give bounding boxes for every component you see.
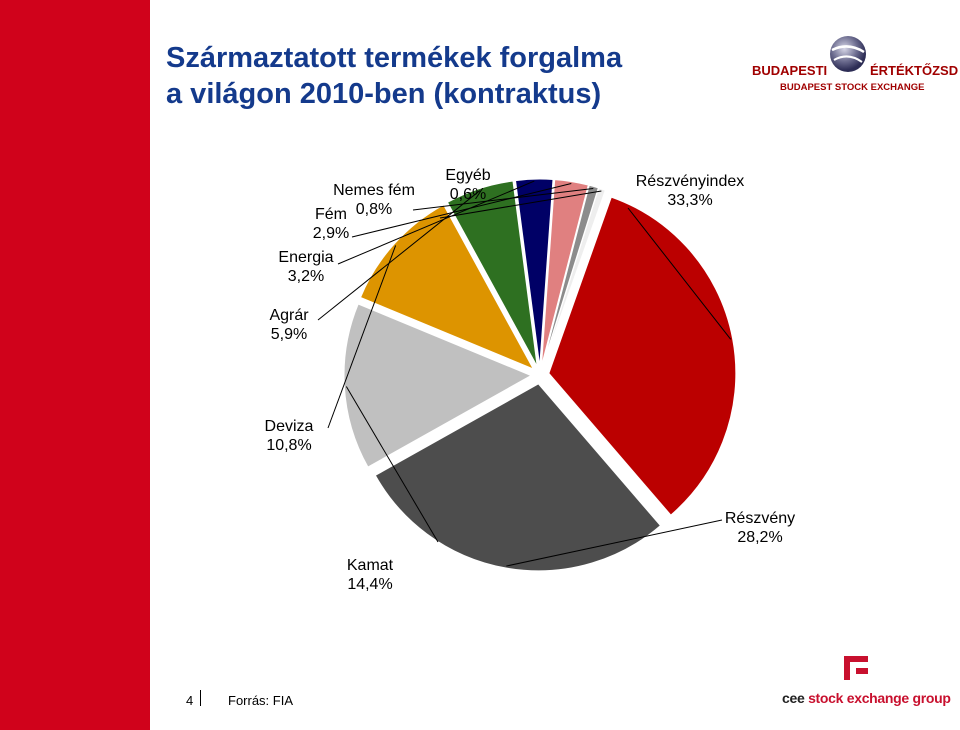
bse-logo: BUDAPESTI ÉRTÉKTŐZSDE BUDAPEST STOCK EXC… xyxy=(752,36,958,93)
leader-lines xyxy=(317,180,732,567)
pie-slice-1 xyxy=(548,196,737,516)
slice-label-1: Részvényindex xyxy=(636,173,745,190)
source-note: Forrás: FIA xyxy=(228,693,294,708)
globe-icon xyxy=(830,36,866,72)
slice-label-8: Nemes fém xyxy=(333,182,415,199)
slice-value-6: 3,2% xyxy=(288,268,324,285)
cee-logo-text: cee stock exchange group xyxy=(782,690,951,706)
cee-logo-icon xyxy=(844,656,868,680)
leader-line-1 xyxy=(627,207,732,340)
slice-value-7: 2,9% xyxy=(313,225,349,242)
slice-label-7: Fém xyxy=(315,206,347,223)
slice-label-4: Deviza xyxy=(265,418,314,435)
pie-slice-5 xyxy=(446,180,538,367)
bse-right-text: ÉRTÉKTŐZSDE xyxy=(870,63,958,78)
page-title: Származtatott termékek forgalma a világo… xyxy=(166,40,726,112)
slice-label-5: Agrár xyxy=(269,307,309,324)
leader-line-4 xyxy=(327,245,397,429)
cee-text-part2: stock exchange group xyxy=(808,690,951,706)
sidebar-accent xyxy=(0,0,150,730)
pie-slice-9 xyxy=(542,187,606,367)
slice-value-2: 28,2% xyxy=(737,529,782,546)
page-number: 4 xyxy=(186,693,194,708)
title-line-2: a világon 2010-ben (kontraktus) xyxy=(166,78,602,110)
slice-label-6: Energia xyxy=(278,249,333,266)
slice-label-3: Kamat xyxy=(347,557,394,574)
leader-line-9 xyxy=(439,190,602,219)
bse-sub-text: BUDAPEST STOCK EXCHANGE xyxy=(780,82,924,93)
leader-line-6 xyxy=(337,180,535,265)
cee-text-part1: cee xyxy=(782,690,809,706)
slice-value-3: 14,4% xyxy=(347,576,392,593)
pie-slice-3 xyxy=(343,303,533,468)
slice-value-8: 0,8% xyxy=(356,201,392,218)
slice-value-9: 0,6% xyxy=(450,186,486,203)
slice-label-2: Részvény xyxy=(725,510,795,527)
slice-value-4: 10,8% xyxy=(266,437,311,454)
pie-slices xyxy=(343,178,737,572)
title-line-1: Származtatott termékek forgalma xyxy=(166,42,623,74)
pie-slice-2 xyxy=(374,383,662,572)
leader-line-7 xyxy=(351,183,572,238)
bse-left-text: BUDAPESTI xyxy=(752,63,827,78)
leader-line-8 xyxy=(412,187,594,211)
footer-divider xyxy=(200,690,201,706)
pie-slice-6 xyxy=(514,178,554,367)
slice-label-9: Egyéb xyxy=(445,167,490,184)
pie-slice-7 xyxy=(540,179,589,367)
leader-line-2 xyxy=(506,519,723,567)
pie-slice-4 xyxy=(359,204,535,370)
leader-line-3 xyxy=(345,386,439,543)
slice-value-1: 33,3% xyxy=(667,192,712,209)
pie-labels: Részvényindex 33,3% Részvény 28,2% Kamat 14,4… xyxy=(265,167,796,593)
slice-value-5: 5,9% xyxy=(271,326,307,343)
